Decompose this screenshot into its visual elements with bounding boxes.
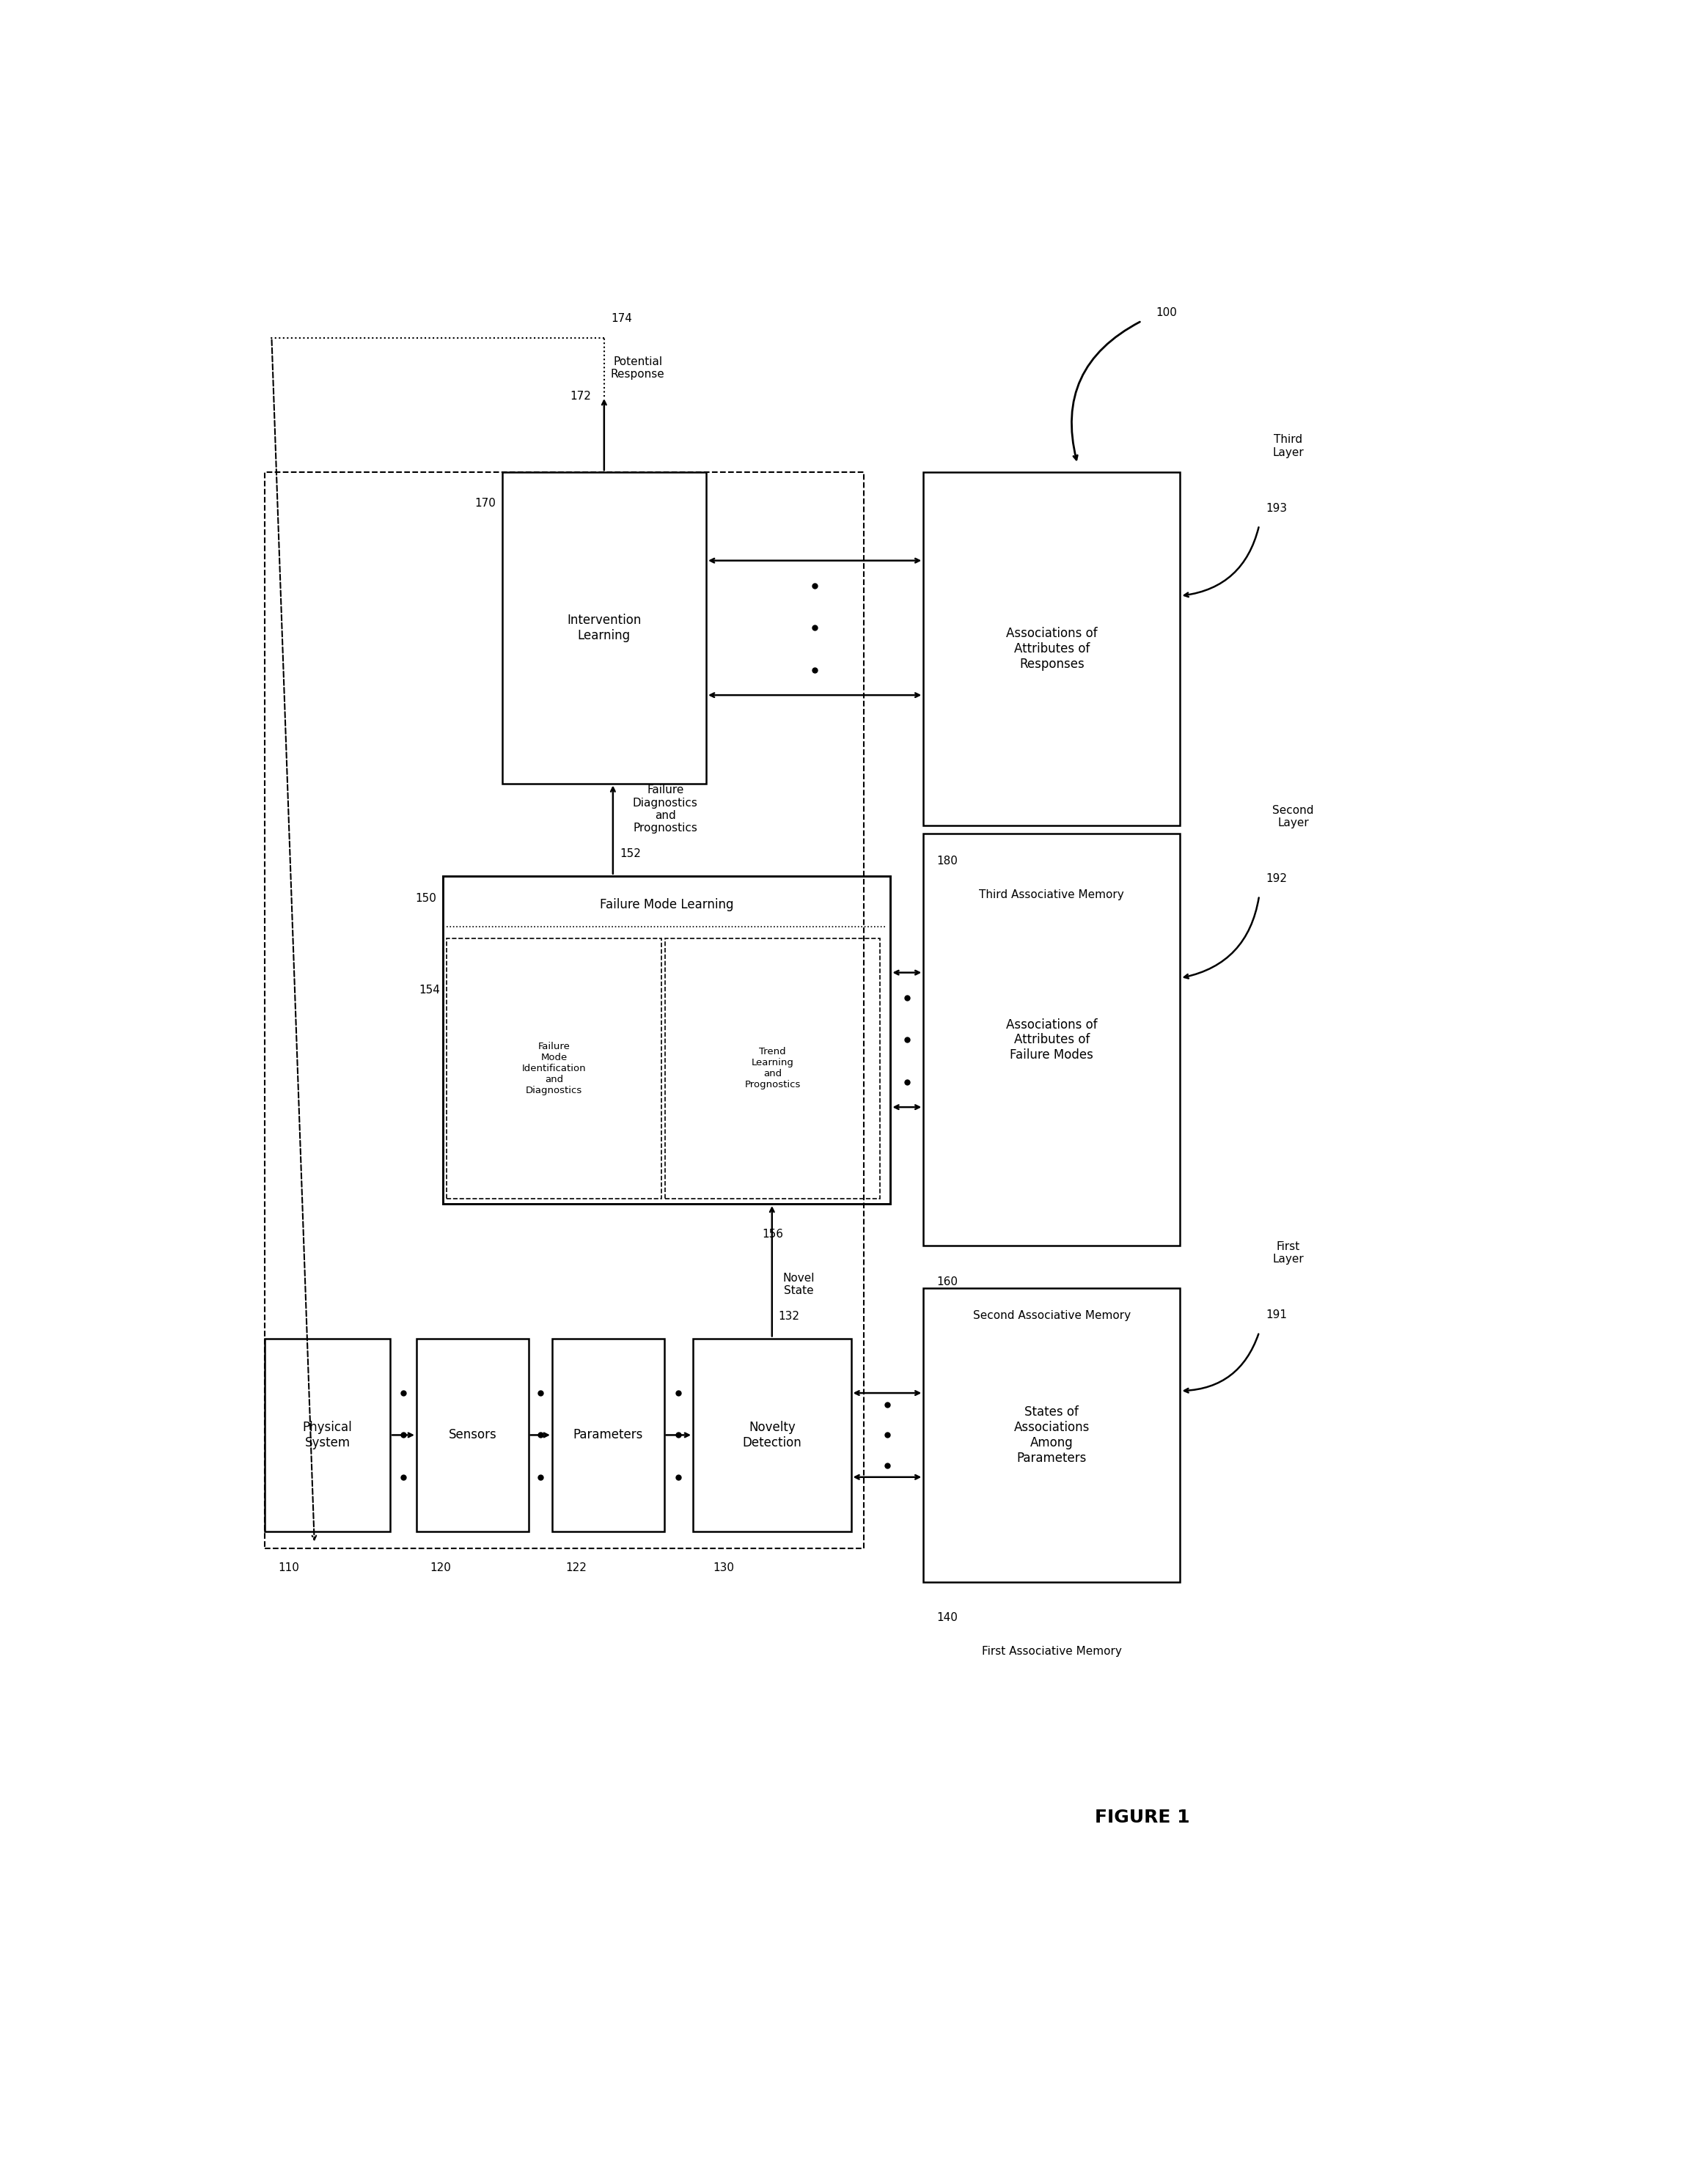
Text: States of
Associations
Among
Parameters: States of Associations Among Parameters: [1014, 1406, 1089, 1465]
Text: First Associative Memory: First Associative Memory: [982, 1647, 1121, 1658]
Text: 192: 192: [1266, 874, 1288, 885]
Text: 100: 100: [1155, 308, 1177, 319]
Text: 130: 130: [714, 1562, 734, 1572]
Text: 154: 154: [420, 985, 440, 996]
Bar: [447, 939, 661, 1199]
Text: 122: 122: [566, 1562, 586, 1572]
Text: Second
Layer: Second Layer: [1273, 804, 1313, 828]
Bar: [693, 1339, 851, 1531]
Bar: [924, 1289, 1181, 1581]
Text: Potential
Response: Potential Response: [610, 356, 664, 380]
Text: Third Associative Memory: Third Associative Memory: [979, 889, 1125, 900]
Text: 156: 156: [763, 1230, 783, 1241]
Text: Physical
System: Physical System: [302, 1422, 352, 1450]
Text: First
Layer: First Layer: [1273, 1241, 1303, 1265]
Text: Trend
Learning
and
Prognostics: Trend Learning and Prognostics: [744, 1046, 800, 1090]
Text: Failure
Diagnostics
and
Prognostics: Failure Diagnostics and Prognostics: [632, 784, 698, 834]
Text: 120: 120: [430, 1562, 450, 1572]
Text: 170: 170: [474, 498, 496, 509]
Text: 160: 160: [936, 1275, 958, 1286]
Bar: [265, 472, 865, 1548]
Bar: [265, 1339, 391, 1531]
Text: FIGURE 1: FIGURE 1: [1094, 1808, 1189, 1826]
Text: Failure
Mode
Identification
and
Diagnostics: Failure Mode Identification and Diagnost…: [522, 1042, 586, 1094]
Text: 193: 193: [1266, 502, 1288, 513]
Text: 172: 172: [569, 391, 591, 402]
Text: Novelty
Detection: Novelty Detection: [742, 1422, 802, 1450]
Bar: [503, 472, 707, 784]
Bar: [924, 834, 1181, 1245]
Bar: [924, 472, 1181, 826]
Bar: [666, 939, 880, 1199]
Text: 140: 140: [936, 1612, 958, 1623]
Text: Failure Mode Learning: Failure Mode Learning: [600, 898, 734, 911]
Bar: [443, 876, 890, 1203]
Bar: [552, 1339, 664, 1531]
Text: Parameters: Parameters: [573, 1428, 642, 1441]
Text: Intervention
Learning: Intervention Learning: [567, 614, 641, 642]
Text: 150: 150: [415, 893, 437, 904]
Text: Novel
State: Novel State: [783, 1273, 814, 1297]
Text: 110: 110: [279, 1562, 299, 1572]
Text: 174: 174: [610, 312, 632, 323]
Text: Sensors: Sensors: [449, 1428, 496, 1441]
Text: 191: 191: [1266, 1310, 1288, 1321]
Text: 180: 180: [936, 856, 958, 867]
Text: Third
Layer: Third Layer: [1273, 435, 1303, 459]
Text: Associations of
Attributes of
Responses: Associations of Attributes of Responses: [1006, 627, 1098, 670]
Text: 152: 152: [620, 847, 641, 858]
Text: Second Associative Memory: Second Associative Memory: [974, 1310, 1130, 1321]
Text: 132: 132: [778, 1310, 800, 1321]
Text: Associations of
Attributes of
Failure Modes: Associations of Attributes of Failure Mo…: [1006, 1018, 1098, 1061]
Bar: [416, 1339, 528, 1531]
